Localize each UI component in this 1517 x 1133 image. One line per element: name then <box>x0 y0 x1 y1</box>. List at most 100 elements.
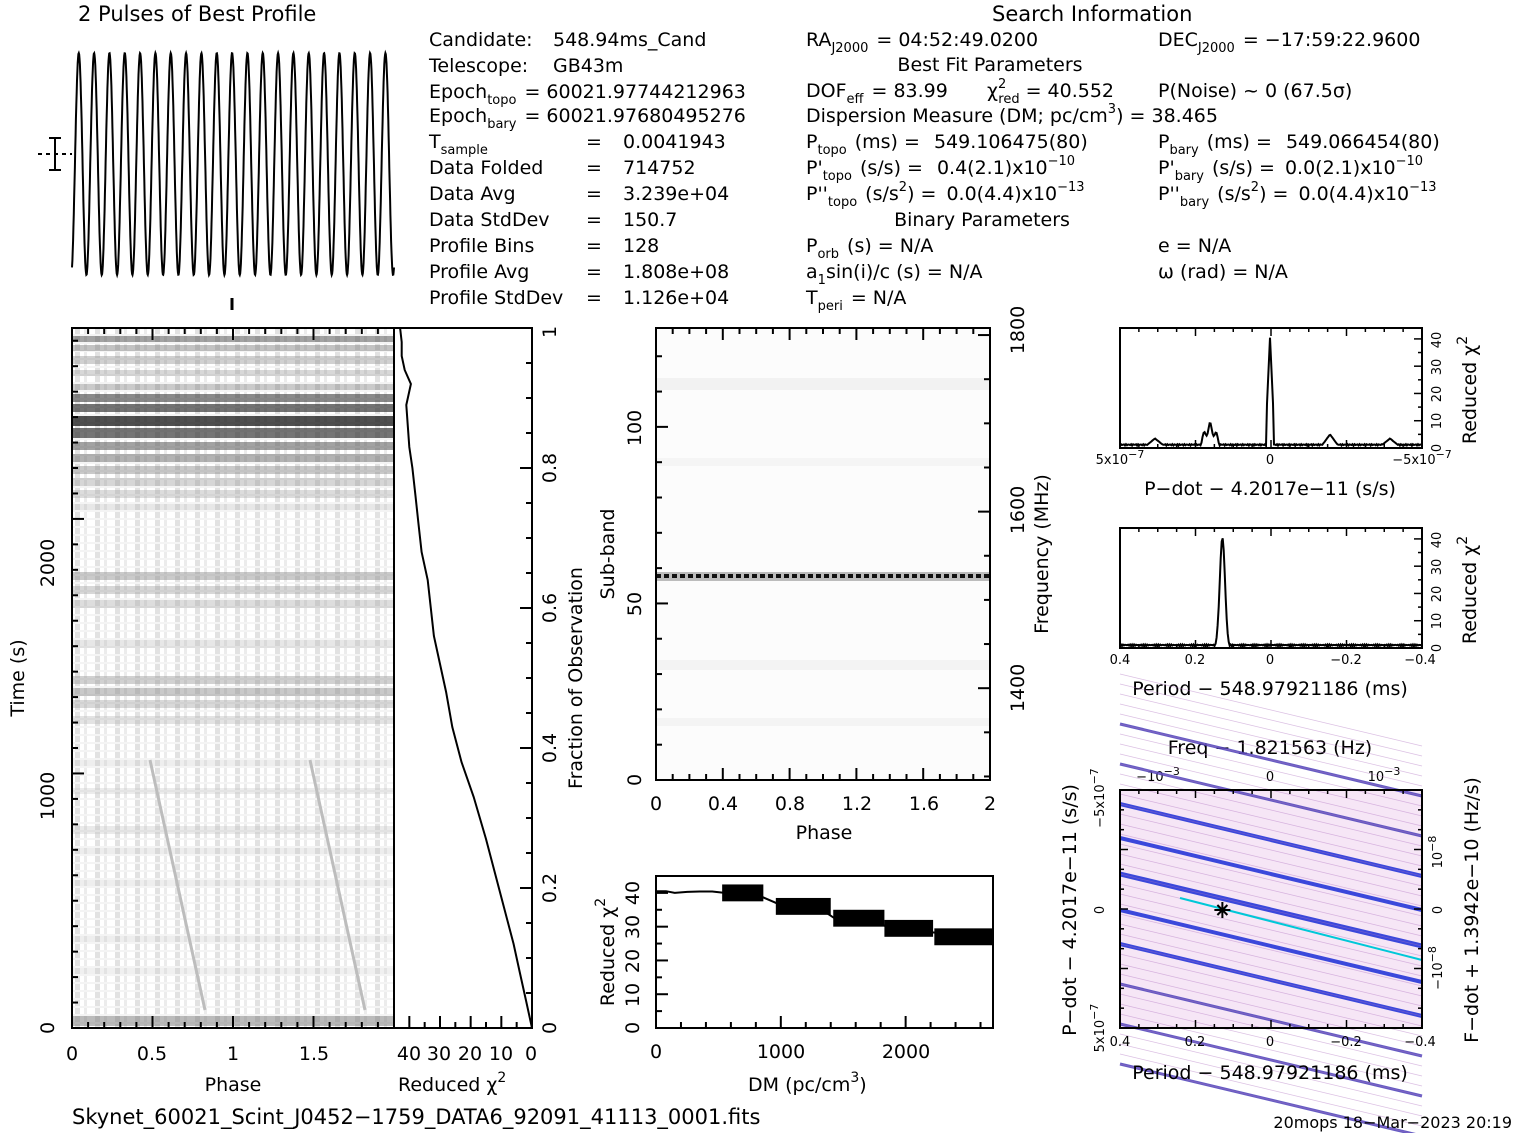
dm-chi2-block-4 <box>934 928 993 946</box>
ppdot-fringe-0 <box>1119 673 1423 747</box>
ppdot-fringe-39 <box>1119 1063 1411 1133</box>
telescope-value: GB43m <box>553 55 623 77</box>
ppdot-fringe-26 <box>1119 933 1423 1007</box>
ppdot-fringe-17 <box>1119 843 1423 917</box>
chi2-time-plot: 40 30 20 10 0 Reduced χ2 0 0.2 0.4 0.6 0… <box>393 326 587 1096</box>
p-bary: Pbary (ms) = 549.066454(80) <box>1158 131 1440 158</box>
ppdot-toptick-zero: 0 <box>1266 770 1274 785</box>
chi2-time-xtick-40: 40 <box>397 1043 421 1065</box>
search-title: Search Information <box>992 2 1192 26</box>
period-ytick-4: 40 <box>1430 532 1445 549</box>
data-stddev-eq: = <box>586 209 602 231</box>
dm-xtick-1: 1000 <box>757 1041 805 1063</box>
time-phase-xtick-2: 1 <box>227 1043 239 1065</box>
candidate-info: Candidate: 548.94ms_Cand Telescope: GB43… <box>428 29 746 309</box>
time-phase-plot: 0 0.5 1 1.5 Phase 0 1000 2000 Time (s) <box>7 327 395 1096</box>
pdot-topo: P'topo (s/s) = 0.4(2.1)x10−10 <box>806 154 1075 184</box>
dm-ytick-4: 40 <box>622 881 644 905</box>
profile-stddev-eq: = <box>586 287 602 309</box>
ppdot-fringe-37 <box>1119 1043 1423 1117</box>
period-xtick-0: 0.4 <box>1110 653 1131 668</box>
footer-stamp: 20mops 18−Mar−2023 20:19 <box>1273 1113 1512 1132</box>
ppdot-xtick-3: −0.2 <box>1330 1035 1362 1050</box>
ppdot-plot: Freq − 1.821563 (Hz) −10−3 0 10−3 0.4 0.… <box>1059 673 1483 1133</box>
candidate-label: Candidate: <box>429 29 533 51</box>
ppdot-fringe-11 <box>1119 783 1423 857</box>
ppdot-best-marker <box>1214 902 1231 918</box>
pdot-ytick-4: 40 <box>1430 332 1445 349</box>
omega: ω (rad) = N/A <box>1158 261 1288 283</box>
time-phase-band-4 <box>72 384 394 390</box>
time-phase-xtick-1: 0.5 <box>137 1043 167 1065</box>
frac-obs-tick-5: 1 <box>539 326 561 338</box>
ppdot-fringe-21 <box>1119 883 1423 957</box>
subband-xtick-1: 0.4 <box>708 793 738 815</box>
subband-ytick-2: 100 <box>624 410 646 446</box>
period-xtick-2: 0 <box>1266 653 1274 668</box>
footer-filename: Skynet_60021_Scint_J0452−1759_DATA6_9209… <box>72 1105 760 1130</box>
p-topo: Ptopo (ms) = 549.106475(80) <box>806 131 1088 158</box>
ppdot-lefttick-top: −5x10−7 <box>1088 768 1108 828</box>
time-ylabel: Time (s) <box>7 639 29 717</box>
dm-chi2-block-2 <box>833 909 885 927</box>
pdot-ylabel: Reduced χ2 <box>1455 336 1481 444</box>
ppdot-xlabel: Period − 548.97921186 (ms) <box>1132 1062 1408 1084</box>
data-stddev-value: 150.7 <box>623 209 677 231</box>
pdot-xlabel: P−dot − 4.2017e−11 (s/s) <box>1144 478 1396 500</box>
ppdot-right-label: F−dot + 1.3942e−10 (Hz/s) <box>1461 777 1483 1043</box>
time-phase-band-26 <box>72 848 394 854</box>
ppdot-fringe-5 <box>1119 723 1423 797</box>
freq-tick-0: 1400 <box>1007 664 1029 712</box>
chi2-time-xtick-0: 0 <box>525 1043 537 1065</box>
ppdot-fringe-10 <box>1119 773 1423 847</box>
period-ticks <box>1119 528 1423 649</box>
ppdot-fringe-9 <box>1119 763 1423 837</box>
freq-tick-1: 1600 <box>1007 486 1029 534</box>
profile-title: 2 Pulses of Best Profile <box>78 2 316 26</box>
data-avg-value: 3.239e+04 <box>623 183 729 205</box>
time-phase-band-6 <box>72 404 394 412</box>
dm-xtick-0: 0 <box>650 1041 662 1063</box>
data-folded-value: 714752 <box>623 157 696 179</box>
ppdot-toptick-right: 10−3 <box>1368 765 1401 785</box>
pnoise: P(Noise) ~ 0 (67.5σ) <box>1158 80 1352 102</box>
ppdot-fringe-23 <box>1119 903 1423 977</box>
dm-ticks <box>655 875 982 1029</box>
dm-plot: 0 1000 2000 DM (pc/cm3) 0 10 20 30 40 Re… <box>593 875 994 1096</box>
tsample-eq: = <box>586 131 602 153</box>
data-avg-label: Data Avg <box>429 183 516 205</box>
ppdot-righttick-bottom: −10−8 <box>1426 946 1446 990</box>
pdot-xtick-right: −5x10−7 <box>1392 448 1452 468</box>
data-folded-label: Data Folded <box>429 157 543 179</box>
profile-avg-label: Profile Avg <box>429 261 529 283</box>
dm-xlabel: DM (pc/cm3) <box>748 1070 867 1096</box>
profile-stddev-label: Profile StdDev <box>429 287 563 309</box>
pdot-ytick-2: 20 <box>1430 386 1445 403</box>
time-phase-band-11 <box>72 466 394 474</box>
subband-xtick-3: 1.2 <box>842 793 872 815</box>
epoch-bary: Epochbary = 60021.97680495276 <box>429 105 746 132</box>
time-phase-drift-1 <box>148 759 207 1011</box>
time-phase-band-17 <box>72 600 394 608</box>
ppdot-fringe-14 <box>1119 813 1423 887</box>
frac-obs-tick-4: 0.8 <box>539 453 561 483</box>
dec: DECJ2000 = −17:59:22.9600 <box>1158 29 1420 56</box>
time-phase-band-14 <box>72 504 394 510</box>
period-ytick-3: 30 <box>1430 559 1445 576</box>
subband-xlabel: Phase <box>796 822 853 844</box>
period-frame <box>1119 527 1423 649</box>
ppdot-fringe-28 <box>1119 953 1423 1027</box>
subband-xtick-4: 1.6 <box>909 793 939 815</box>
ppdot-fringe-25 <box>1119 923 1423 997</box>
ppdot-xtick-2: 0 <box>1266 1035 1274 1050</box>
chi2-time-line <box>399 327 533 1029</box>
porb: Porb (s) = N/A <box>806 235 933 262</box>
ppdot-fringe-18 <box>1119 853 1423 927</box>
ppdot-fringe-24 <box>1119 913 1423 987</box>
time-phase-band-20 <box>72 688 394 696</box>
period-xlabel: Period − 548.97921186 (ms) <box>1132 678 1408 700</box>
ppdot-ridge-36 <box>1119 908 1423 984</box>
freq-label: Frequency (MHz) <box>1031 474 1053 634</box>
subband-xtick-5: 2 <box>984 793 996 815</box>
dm-xtick-2: 2000 <box>882 1041 930 1063</box>
